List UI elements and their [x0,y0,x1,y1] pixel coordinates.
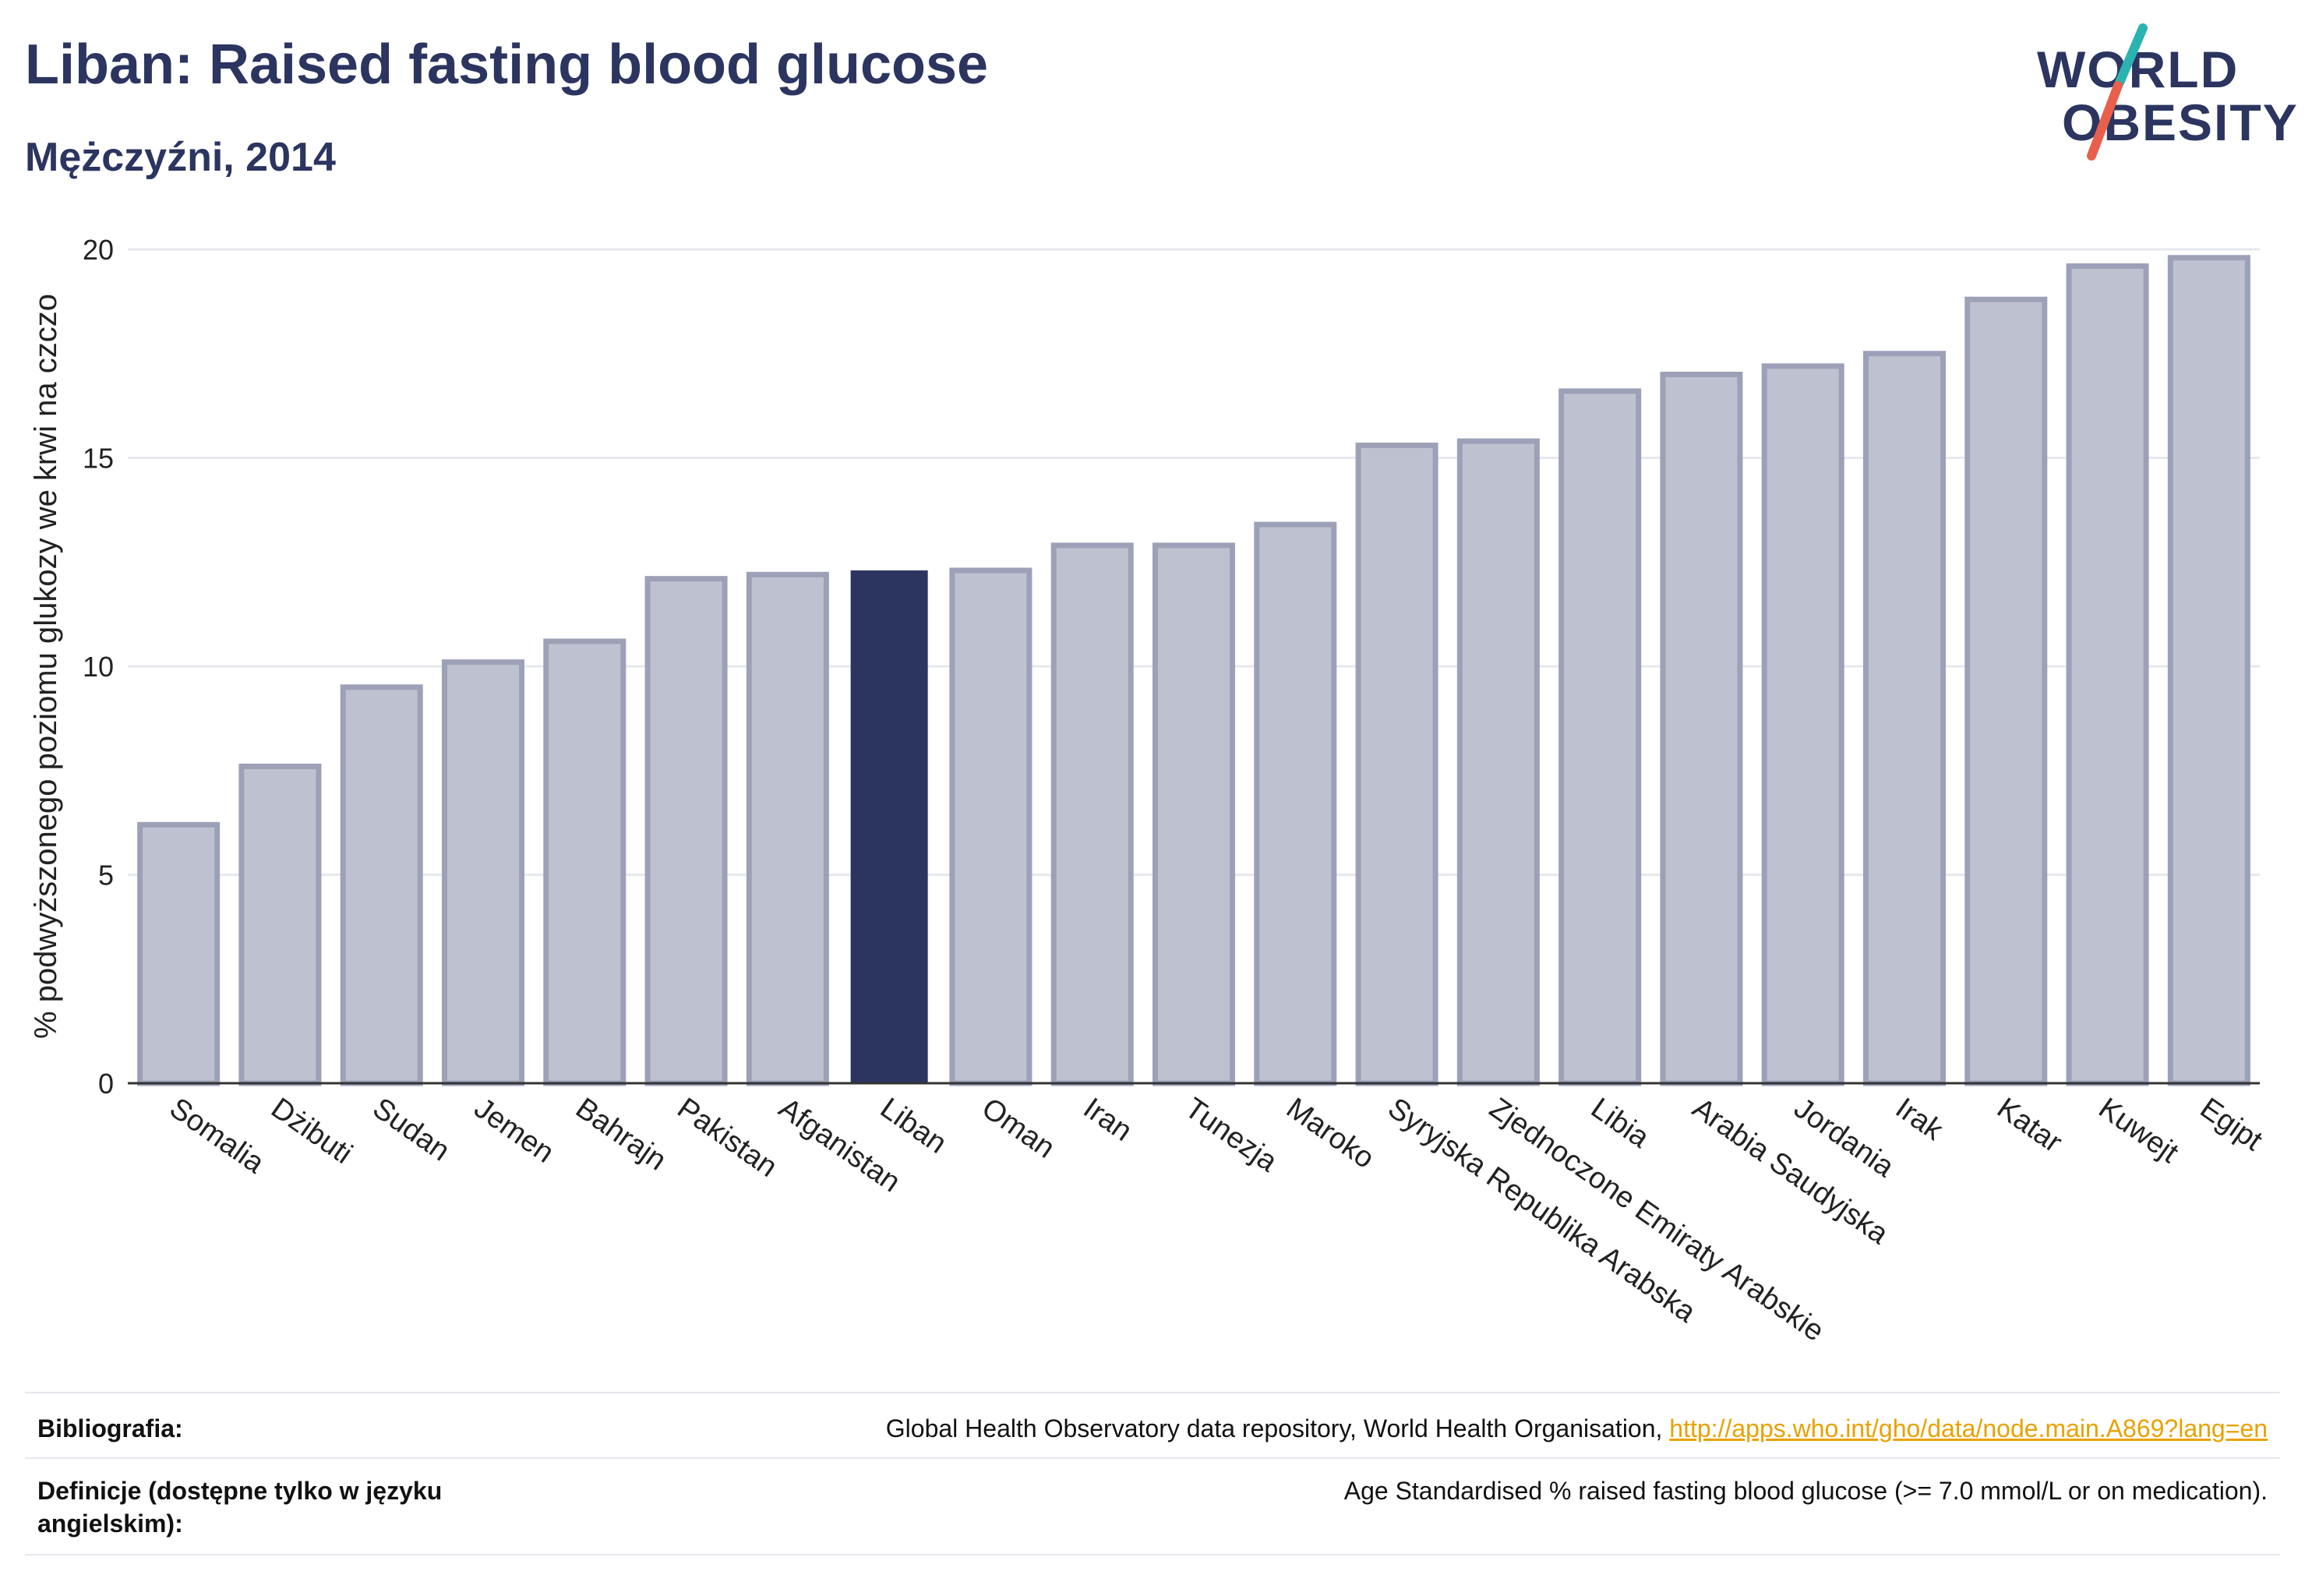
x-tick-label: Maroko [1280,1092,1380,1175]
definitions-value: Age Standardised % raised fasting blood … [1343,1477,2268,1505]
y-tick-label: 20 [83,234,114,266]
x-tick-label: Katar [1991,1092,2068,1160]
bar-maroko [1254,521,1337,1086]
bar-oman [949,567,1032,1086]
bar-afganistan [746,571,829,1086]
bar-egipt [2167,255,2250,1086]
x-tick-label: Pakistan [671,1092,782,1184]
bar-bahrajn [543,638,627,1086]
x-tick-label: Oman [976,1092,1061,1165]
bar-pakistan [644,576,728,1086]
x-tick-label: Jemen [468,1092,560,1170]
bar-irak [1862,351,1947,1086]
x-tick-label: Dżibuti [265,1092,358,1171]
bibliography-text: Global Health Observatory data repositor… [885,1414,1670,1442]
x-tick-label: Somalia [164,1092,270,1181]
y-tick-label: 10 [83,651,114,683]
world-obesity-logo: WORLD OBESITY [2026,22,2297,170]
bar-arabia-saudyjska [1660,372,1743,1086]
bar-dżibuti [238,763,322,1086]
y-tick-label: 0 [98,1068,114,1100]
footer-divider-top [25,1392,2280,1393]
bar-libia [1558,388,1642,1086]
y-axis-label: % podwyższonego poziomu glukozy we krwi … [29,294,63,1039]
x-tick-label: Egipt [2194,1092,2268,1157]
x-tick-label: Kuwejt [2092,1092,2184,1170]
x-tick-label: Libia [1585,1092,1656,1155]
definitions-label: Definicje (dostępne tylko w języku angie… [37,1477,443,1538]
bar-sudan [340,684,423,1086]
bibliography-value: Global Health Observatory data repositor… [886,1412,2268,1445]
footer-divider-bottom [25,1554,2280,1555]
x-tick-label: Sudan [367,1092,456,1167]
y-tick-label: 5 [98,860,114,892]
bar-somalia [137,821,221,1086]
bar-katar [1964,296,2048,1086]
bibliography-label: Bibliografia: [37,1414,183,1442]
x-tick-label: Tunezja [1179,1092,1283,1179]
footer-bibliography-row: Bibliografia: Global Health Observatory … [25,1409,2280,1448]
bar-syryjska-republika-arabska [1355,442,1438,1086]
bar-liban [850,570,928,1083]
y-tick-label: 15 [83,443,114,475]
bar-jordania [1761,363,1844,1086]
logo-slash-icon [2087,23,2148,161]
bar-jemen [441,659,525,1086]
bar-iran [1050,542,1134,1086]
bibliography-link[interactable]: http://apps.who.int/gho/data/node.main.A… [1669,1414,2268,1442]
bar-tunezja [1152,542,1236,1086]
chart-subtitle: Mężczyźni, 2014 [25,135,336,180]
footer-divider-middle [25,1457,2280,1459]
chart-title: Liban: Raised fasting blood glucose [25,34,989,96]
footer-definitions-row: Definicje (dostępne tylko w języku angie… [25,1471,2280,1549]
x-tick-label: Bahrajn [570,1092,672,1178]
bar-kuwejt [2066,263,2149,1086]
bar-zjednoczone-emiraty-arabskie [1456,438,1540,1086]
x-tick-label: Iran [1078,1092,1138,1148]
x-tick-label: Liban [874,1092,952,1160]
x-tick-label: Irak [1890,1092,1950,1147]
bars [137,255,2250,1086]
